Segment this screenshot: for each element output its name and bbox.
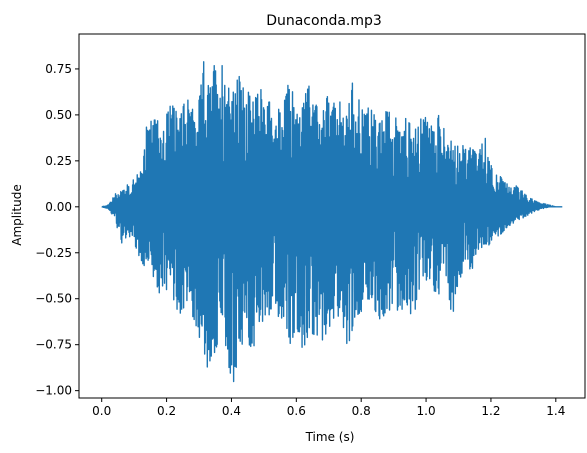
y-tick-label: −0.75	[35, 338, 72, 352]
plot-area	[101, 61, 563, 383]
y-axis-label: Amplitude	[10, 184, 24, 246]
x-axis: 0.0 0.2 0.4 0.6 0.8 1.0 1.2 1.4	[92, 398, 565, 418]
y-tick-label: 0.00	[45, 200, 72, 214]
y-tick-label: 0.50	[45, 108, 72, 122]
y-tick-label: −1.00	[35, 384, 72, 398]
x-tick-label: 1.0	[417, 404, 436, 418]
x-tick-label: 0.8	[352, 404, 371, 418]
y-tick-label: 0.25	[45, 154, 72, 168]
x-tick-label: 1.4	[546, 404, 565, 418]
y-axis: −1.00 −0.75 −0.50 −0.25 0.00 0.25 0.50 0.75	[35, 62, 79, 398]
chart-title: Dunaconda.mp3	[266, 13, 382, 29]
x-tick-label: 0.6	[287, 404, 306, 418]
x-tick-label: 1.2	[481, 404, 500, 418]
x-tick-label: 0.2	[157, 404, 176, 418]
y-tick-label: −0.25	[35, 246, 72, 260]
plot-frame	[78, 33, 586, 399]
y-tick-label: −0.50	[35, 292, 72, 306]
x-axis-label: Time (s)	[305, 430, 355, 444]
x-tick-label: 0.4	[222, 404, 241, 418]
waveform-line	[101, 61, 563, 383]
y-tick-label: 0.75	[45, 62, 72, 76]
x-tick-label: 0.0	[92, 404, 111, 418]
